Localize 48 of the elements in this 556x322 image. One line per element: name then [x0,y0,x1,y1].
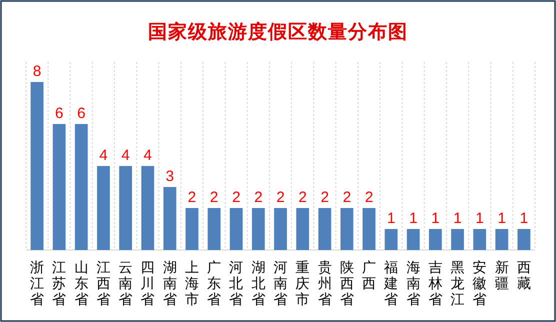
x-tick-label: 安徽省 [472,260,487,308]
data-label: 3 [166,168,174,185]
data-label: 6 [77,105,86,122]
x-tick-label: 四川省 [140,260,155,308]
x-tick-label: 陕西省 [340,260,354,308]
data-label: 2 [298,189,307,206]
x-tick-label: 新疆 [494,260,509,292]
x-tick-label: 河北省 [229,260,244,308]
data-label: 1 [453,210,462,227]
data-label: 2 [276,189,285,206]
x-tick-label: 湖南省 [162,260,177,308]
x-tick-label: 浙江省 [30,260,44,308]
data-label: 1 [498,210,506,227]
data-label: 1 [409,210,418,227]
x-tick-label: 云南省 [118,260,133,308]
data-label: 4 [99,147,108,164]
x-tick-label: 湖北省 [251,260,266,308]
x-tick-label: 河南省 [274,260,288,308]
data-label: 2 [254,189,263,206]
data-label: 6 [55,105,64,122]
data-label: 1 [476,210,484,227]
x-tick-label: 江苏省 [52,260,66,308]
data-label: 2 [320,189,329,206]
x-tick-label: 海南省 [406,260,420,308]
x-tick-label: 黑龙江 [450,260,465,308]
x-tick-label: 福建省 [383,260,398,308]
plot: 8 浙江省 6 江苏省 6 山东省 4 江西省 4 云南省 4 四川省 3 湖南省 2 上海市 2 广东省 2 河北省 2 湖北省 2 河南省 2 重庆市 2 贵州省 2 陕西省 2 广西 1 福建省 1 海南省 1 吉林省 1 黑龙江 1 安徽省 1 新疆 1 西藏 [26,62,536,308]
x-tick-label: 吉林省 [427,260,442,308]
data-label: 1 [431,210,440,227]
data-label: 2 [364,189,374,206]
data-label: 2 [210,189,218,206]
x-tick-label: 西藏 [516,260,531,292]
data-label: 2 [232,189,240,206]
data-label: 2 [188,189,196,206]
data-label: 2 [342,189,352,206]
x-tick-label: 山东省 [74,260,88,308]
x-tick-label: 广东省 [207,260,222,308]
x-tick-label: 上海市 [184,260,199,308]
x-tick-label: 广西 [362,260,376,292]
x-tick-label: 重庆市 [296,260,310,308]
data-label: 4 [144,147,152,164]
data-label: 8 [32,63,42,80]
data-label: 1 [386,210,396,227]
x-tick-label: 贵州省 [318,260,332,308]
data-label: 1 [520,210,528,227]
chart-title: 国家级旅游度假区数量分布图 [148,21,408,43]
data-label: 4 [121,147,130,164]
x-tick-label: 江西省 [96,260,110,308]
